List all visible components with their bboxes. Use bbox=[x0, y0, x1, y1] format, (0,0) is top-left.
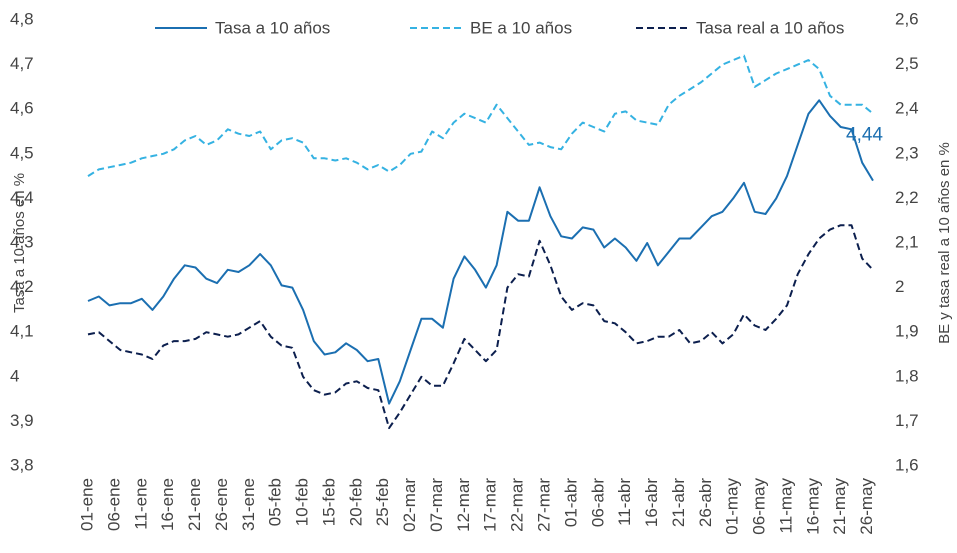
x-tick-label: 06-abr bbox=[588, 478, 607, 527]
legend-label: Tasa a 10 años bbox=[215, 18, 330, 37]
x-tick-label: 26-ene bbox=[212, 478, 231, 531]
series-line bbox=[87, 54, 874, 177]
y-tick-label: 4,3 bbox=[10, 232, 34, 251]
x-tick-label: 05-feb bbox=[266, 478, 285, 526]
x-tick-label: 16-may bbox=[803, 478, 822, 535]
y2-tick-label: 2,1 bbox=[895, 232, 919, 251]
x-tick-label: 25-feb bbox=[373, 478, 392, 526]
x-tick-label: 22-mar bbox=[508, 478, 527, 532]
y2-tick-label: 2,5 bbox=[895, 54, 919, 73]
legend-label: BE a 10 años bbox=[470, 18, 572, 37]
x-tick-label: 27-mar bbox=[535, 478, 554, 532]
x-tick-label: 26-abr bbox=[696, 478, 715, 527]
y2-tick-label: 2,3 bbox=[895, 143, 919, 162]
y2-tick-label: 1,9 bbox=[895, 322, 919, 341]
x-tick-label: 11-abr bbox=[615, 478, 634, 526]
annotation: 4,44 bbox=[846, 125, 883, 146]
x-tick-label: 01-ene bbox=[77, 478, 96, 531]
x-tick-label: 31-ene bbox=[239, 478, 258, 531]
x-tick-label: 11-ene bbox=[131, 478, 150, 530]
x-tick-label: 07-mar bbox=[427, 478, 446, 532]
x-tick-label: 15-feb bbox=[319, 478, 338, 526]
x-tick-label: 01-abr bbox=[561, 478, 580, 527]
x-tick-label: 16-ene bbox=[158, 478, 177, 531]
y-tick-label: 4,1 bbox=[10, 322, 34, 341]
y-tick-label: 3,8 bbox=[10, 455, 34, 474]
x-tick-label: 12-mar bbox=[454, 478, 473, 532]
y2-tick-label: 2,4 bbox=[895, 99, 919, 118]
y2-axis-label: BE y tasa real a 10 años en % bbox=[936, 142, 953, 344]
y-tick-label: 3,9 bbox=[10, 411, 34, 430]
x-tick-label: 26-may bbox=[857, 478, 876, 535]
y-tick-label: 4,6 bbox=[10, 99, 34, 118]
x-tick-label: 10-feb bbox=[293, 478, 312, 526]
x-tick-label: 02-mar bbox=[400, 478, 419, 532]
y2-tick-label: 1,7 bbox=[895, 411, 919, 430]
y-tick-label: 4,4 bbox=[10, 188, 34, 207]
y-tick-label: 4,7 bbox=[10, 54, 34, 73]
y2-tick-label: 2,2 bbox=[895, 188, 919, 207]
x-tick-label: 21-abr bbox=[669, 478, 688, 527]
y2-tick-label: 2 bbox=[895, 277, 904, 296]
x-tick-label: 06-may bbox=[750, 478, 769, 535]
y-axis-label: Tasa a 10 años en % bbox=[11, 173, 28, 313]
series-line bbox=[87, 99, 874, 405]
y-tick-label: 4,8 bbox=[10, 9, 34, 28]
x-tick-label: 21-may bbox=[830, 478, 849, 535]
x-tick-label: 06-ene bbox=[104, 478, 123, 531]
x-tick-label: 20-feb bbox=[346, 478, 365, 526]
y2-tick-label: 2,6 bbox=[895, 9, 919, 28]
x-tick-label: 16-abr bbox=[642, 478, 661, 527]
y2-tick-label: 1,8 bbox=[895, 366, 919, 385]
series-line bbox=[87, 224, 874, 430]
x-tick-label: 17-mar bbox=[481, 478, 500, 532]
legend-label: Tasa real a 10 años bbox=[696, 18, 844, 37]
y-tick-label: 4,5 bbox=[10, 143, 34, 162]
y2-tick-label: 1,6 bbox=[895, 455, 919, 474]
x-tick-label: 11-may bbox=[776, 478, 795, 534]
x-tick-label: 21-ene bbox=[185, 478, 204, 531]
x-tick-label: 01-may bbox=[723, 478, 742, 535]
y-tick-label: 4,2 bbox=[10, 277, 34, 296]
y-tick-label: 4 bbox=[10, 366, 19, 385]
